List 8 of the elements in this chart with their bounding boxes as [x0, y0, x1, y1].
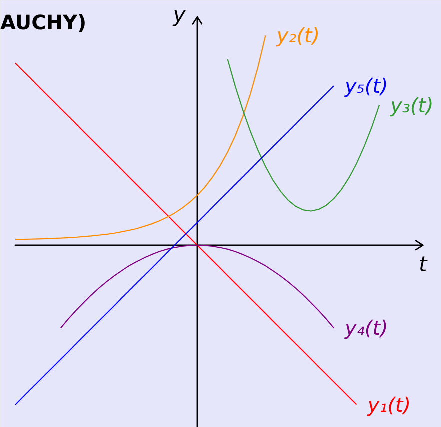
- chart-title: AUCHY): [0, 10, 87, 34]
- series-label: y₅(t): [344, 74, 388, 98]
- y-axis-title: y: [172, 3, 186, 28]
- series-label: y₁(t): [366, 392, 412, 417]
- series-label: y₃(t): [389, 93, 434, 118]
- series-label: y₂(t): [276, 24, 320, 48]
- series-label: y₄(t): [344, 316, 388, 340]
- x-axis-title: t: [419, 252, 428, 276]
